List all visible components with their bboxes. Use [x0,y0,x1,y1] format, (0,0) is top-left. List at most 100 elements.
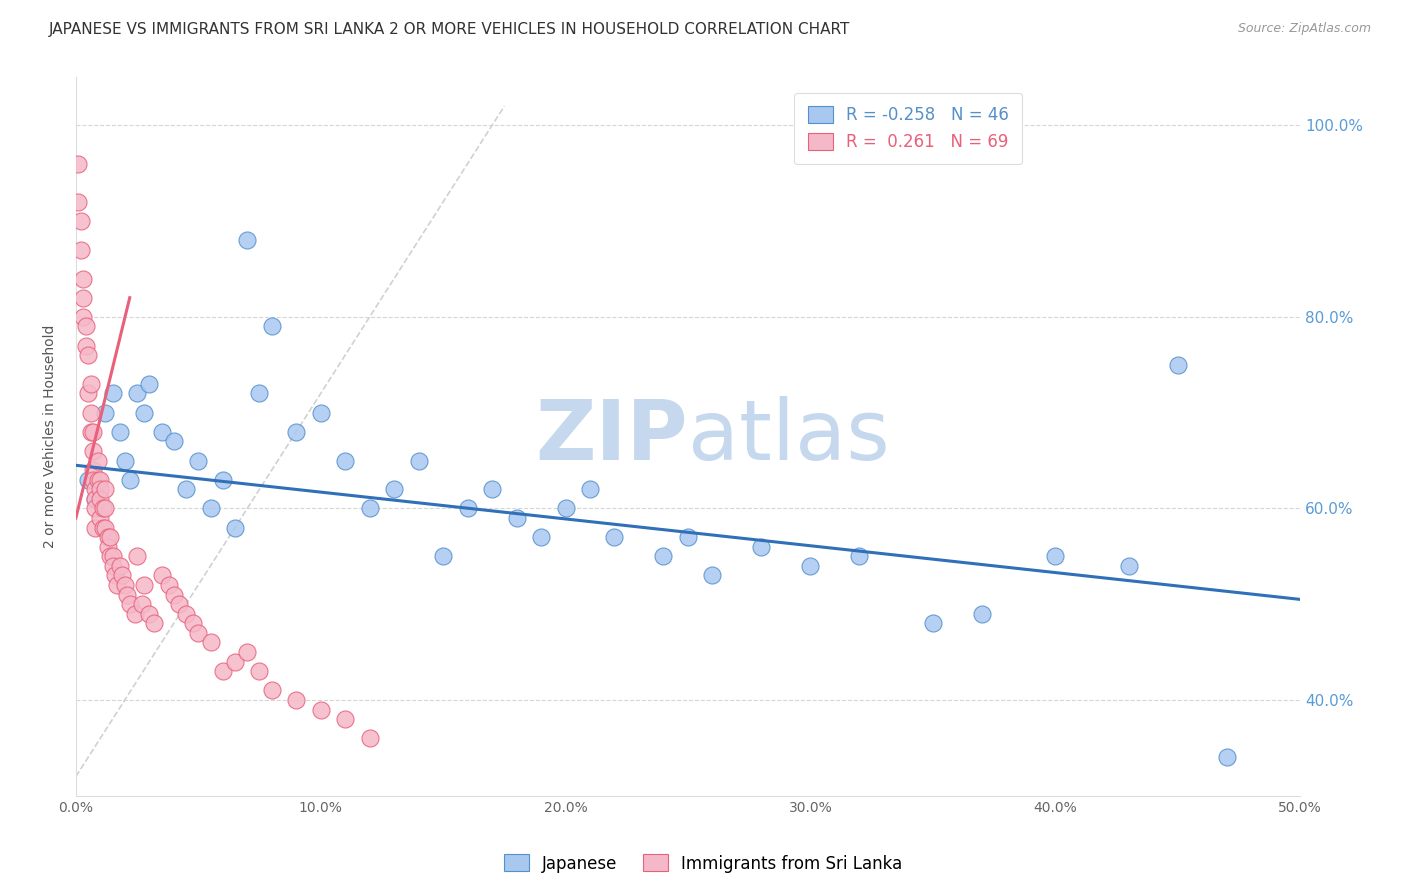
Point [91,501,114,516]
Point [359,501,381,516]
Point [138,607,160,621]
Point [150,568,173,582]
Point [77,348,100,362]
Point [1043,549,1066,564]
Point [124,607,146,621]
Point [94,482,117,496]
Point [84,491,107,506]
Point [505,511,527,525]
Point [87,453,110,467]
Point [603,530,626,544]
Point [101,558,124,573]
Point [408,453,430,467]
Point [104,568,127,582]
Y-axis label: 2 or more Vehicles in Household: 2 or more Vehicles in Household [44,325,58,549]
Point [89,491,111,506]
Point [79,425,101,439]
Point [69,243,91,257]
Point [72,291,94,305]
Point [167,597,190,611]
Point [211,664,233,678]
Point [67,194,90,209]
Point [359,731,381,746]
Point [108,425,131,439]
Point [84,491,107,506]
Point [143,616,166,631]
Point [82,463,104,477]
Point [260,319,283,334]
Point [87,473,110,487]
Point [260,683,283,698]
Point [174,482,197,496]
Point [79,376,101,391]
Point [236,645,259,659]
Point [174,607,197,621]
Point [134,406,156,420]
Point [94,501,117,516]
Point [69,214,91,228]
Point [183,616,205,631]
Point [67,156,90,170]
Point [72,271,94,285]
Point [848,549,870,564]
Legend: Japanese, Immigrants from Sri Lanka: Japanese, Immigrants from Sri Lanka [498,847,908,880]
Point [101,386,124,401]
Point [97,540,120,554]
Point [97,530,120,544]
Point [921,616,943,631]
Point [125,386,148,401]
Point [84,520,107,534]
Point [94,520,117,534]
Text: JAPANESE VS IMMIGRANTS FROM SRI LANKA 2 OR MORE VEHICLES IN HOUSEHOLD CORRELATIO: JAPANESE VS IMMIGRANTS FROM SRI LANKA 2 … [49,22,851,37]
Point [150,425,173,439]
Point [309,702,332,716]
Point [1167,358,1189,372]
Point [554,501,576,516]
Point [163,434,186,449]
Point [224,655,246,669]
Point [101,549,124,564]
Legend: R = -0.258   N = 46, R =  0.261   N = 69: R = -0.258 N = 46, R = 0.261 N = 69 [794,93,1022,164]
Point [200,501,222,516]
Point [224,520,246,534]
Point [382,482,405,496]
Point [111,568,134,582]
Point [82,473,104,487]
Point [84,482,107,496]
Point [79,406,101,420]
Point [530,530,553,544]
Point [335,453,357,467]
Point [285,693,308,707]
Point [82,425,104,439]
Point [114,578,136,592]
Point [118,473,141,487]
Text: Source: ZipAtlas.com: Source: ZipAtlas.com [1237,22,1371,36]
Point [134,578,156,592]
Point [84,501,107,516]
Point [107,578,129,592]
Point [249,386,271,401]
Point [751,540,773,554]
Point [89,482,111,496]
Point [98,530,121,544]
Point [1215,750,1237,764]
Point [187,626,209,640]
Point [799,558,821,573]
Point [702,568,724,582]
Point [200,635,222,649]
Point [481,482,503,496]
Point [236,233,259,247]
Point [72,310,94,324]
Point [249,664,271,678]
Point [77,386,100,401]
Point [970,607,993,621]
Point [91,520,114,534]
Point [163,588,186,602]
Point [125,549,148,564]
Point [211,473,233,487]
Point [579,482,602,496]
Point [117,588,139,602]
Point [432,549,454,564]
Point [82,444,104,458]
Point [131,597,153,611]
